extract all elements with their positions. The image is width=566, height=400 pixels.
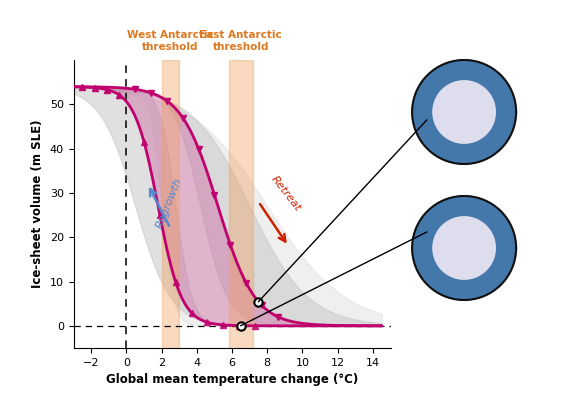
Text: East Antarctic
threshold: East Antarctic threshold [199,30,282,52]
Polygon shape [412,60,516,164]
Polygon shape [412,196,516,300]
Polygon shape [433,217,495,279]
X-axis label: Global mean temperature change (°C): Global mean temperature change (°C) [106,373,358,386]
Bar [162,60,179,348]
Polygon shape [433,81,495,143]
Bar [229,60,253,348]
Y-axis label: Ice-sheet volume (m SLE): Ice-sheet volume (m SLE) [31,120,44,288]
Text: West Antarctic
threshold: West Antarctic threshold [127,30,214,52]
Text: Retreat: Retreat [269,174,303,213]
Text: Regrowth: Regrowth [155,177,184,230]
